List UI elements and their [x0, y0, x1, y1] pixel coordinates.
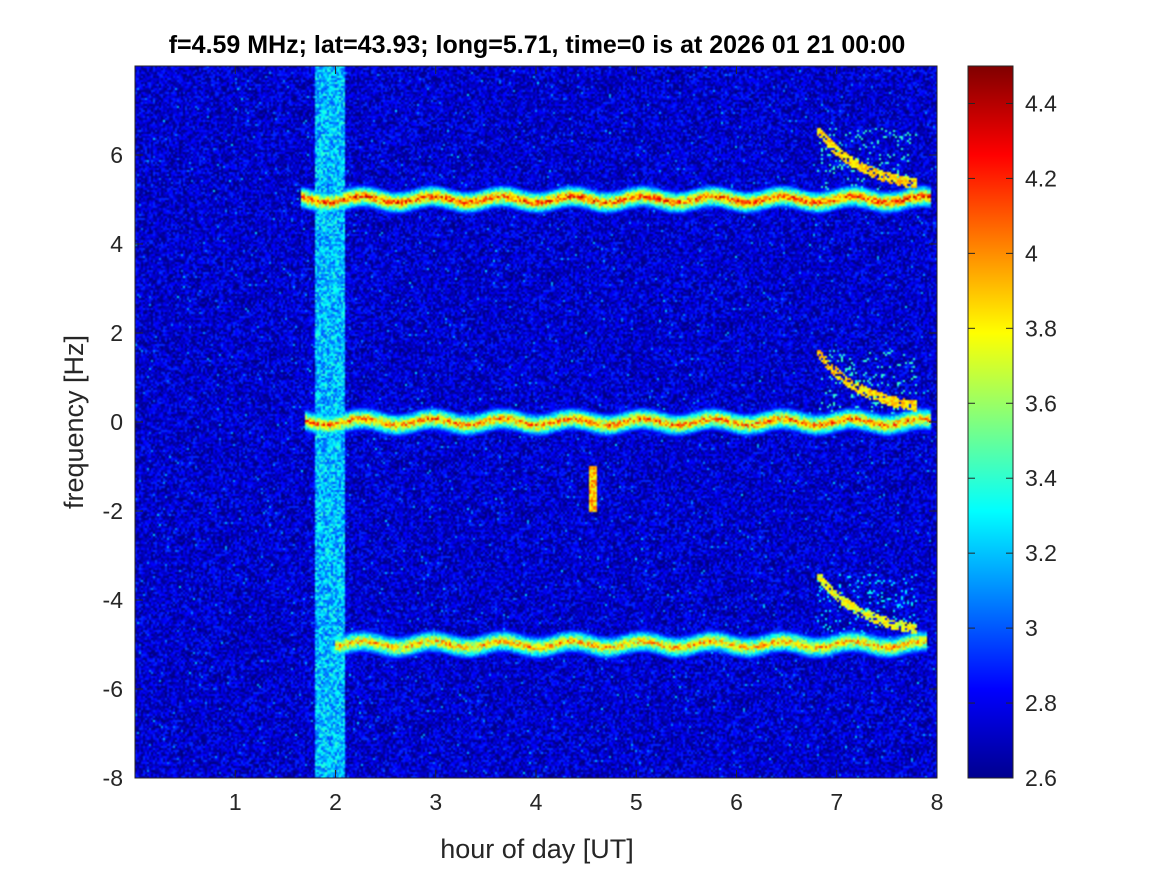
x-tick-label: 7 — [830, 789, 843, 815]
colorbar-tick-label: 2.6 — [1025, 765, 1057, 791]
x-axis-label: hour of day [UT] — [440, 834, 634, 864]
x-tick-label: 5 — [630, 789, 643, 815]
colorbar-tick-label: 2.8 — [1025, 690, 1057, 716]
colorbar-ticks: 4.4 4.2 4 3.8 3.6 3.4 3.2 3 2.8 2.6 — [968, 90, 1057, 791]
heatmap-image — [135, 66, 937, 778]
colorbar-gradient — [968, 66, 1013, 778]
colorbar-tick-label: 3.2 — [1025, 540, 1057, 566]
y-tick-label: 0 — [110, 409, 123, 435]
y-tick-label: -2 — [103, 498, 123, 524]
x-tick-label: 2 — [329, 789, 342, 815]
y-tick-label: -6 — [103, 676, 123, 702]
y-tick-label: -8 — [103, 765, 123, 791]
colorbar-frame — [967, 65, 1014, 779]
heatmap-area — [135, 66, 937, 778]
x-tick-label: 3 — [429, 789, 442, 815]
colorbar-tick-label: 4.4 — [1025, 90, 1057, 116]
colorbar-tick-label: 3.4 — [1025, 465, 1057, 491]
y-axis-label: frequency [Hz] — [59, 335, 89, 509]
x-tick-label: 1 — [229, 789, 242, 815]
y-tick-label: 2 — [110, 320, 123, 346]
y-tick-label: 4 — [110, 231, 123, 257]
colorbar-tick-label: 3.6 — [1025, 390, 1057, 416]
y-axis-ticks: 6 4 2 0 -2 -4 -6 -8 — [103, 142, 937, 791]
colorbar-tick-label: 4 — [1025, 240, 1038, 266]
y-tick-label: 6 — [110, 142, 123, 168]
chart-title: f=4.59 MHz; lat=43.93; long=5.71, time=0… — [169, 31, 906, 59]
y-tick-label: -4 — [103, 587, 124, 613]
colorbar-tick-label: 4.2 — [1025, 165, 1057, 191]
colorbar-tick-label: 3.8 — [1025, 315, 1057, 341]
x-tick-label: 6 — [730, 789, 743, 815]
colorbar-tick-label: 3 — [1025, 615, 1038, 641]
x-axis-ticks: 1 2 3 4 5 6 7 8 — [229, 66, 944, 815]
x-tick-label: 4 — [530, 789, 543, 815]
x-tick-label: 8 — [931, 789, 944, 815]
colorbar: 4.4 4.2 4 3.8 3.6 3.4 3.2 3 2.8 2.6 — [967, 65, 1057, 791]
